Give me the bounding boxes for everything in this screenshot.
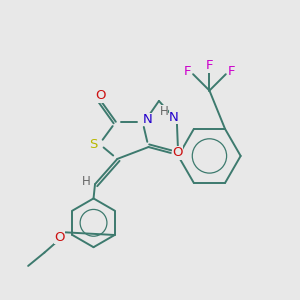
Text: F: F — [184, 65, 191, 78]
Text: O: O — [54, 231, 64, 244]
Text: O: O — [96, 89, 106, 102]
Text: H: H — [82, 175, 91, 188]
Text: F: F — [206, 59, 213, 72]
Text: F: F — [227, 65, 235, 78]
Text: N: N — [169, 111, 179, 124]
Text: N: N — [143, 113, 152, 126]
Text: O: O — [172, 146, 183, 160]
Text: S: S — [89, 138, 97, 151]
Text: H: H — [160, 106, 168, 118]
